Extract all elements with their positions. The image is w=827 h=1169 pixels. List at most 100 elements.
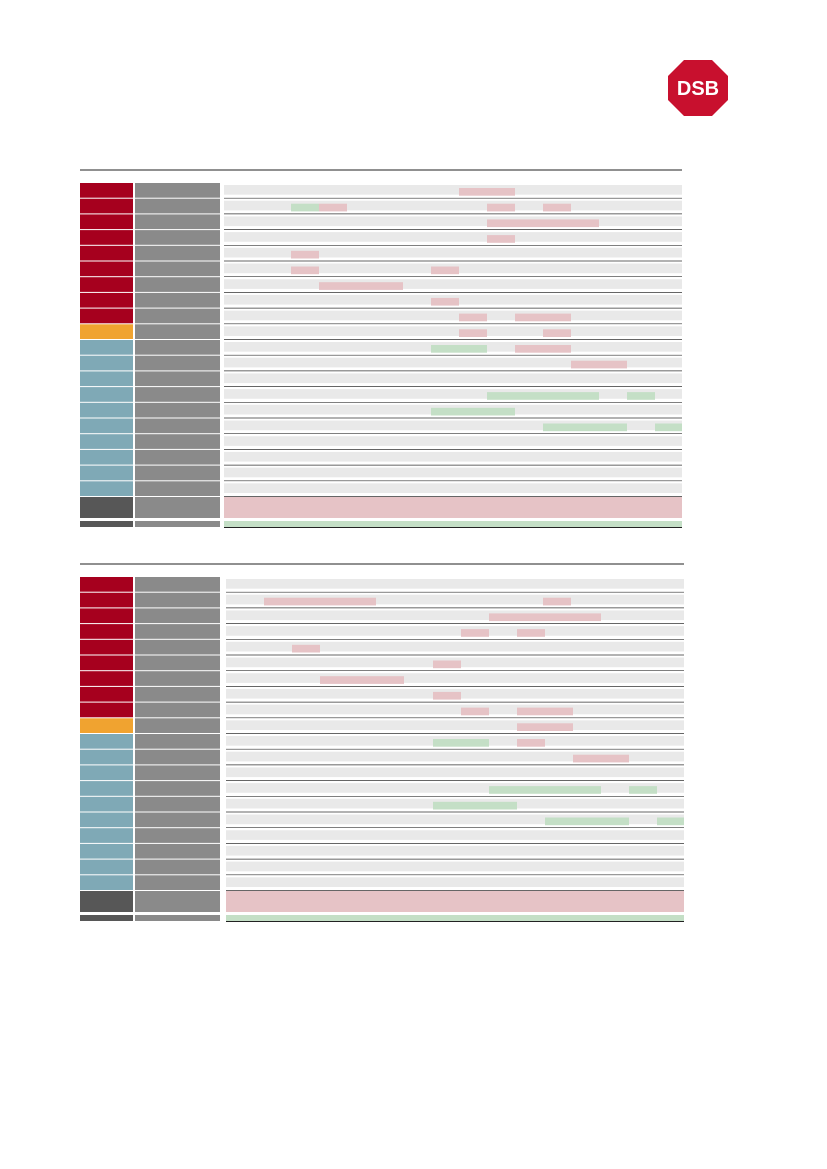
category-cell (80, 230, 133, 245)
highlight (487, 219, 599, 228)
highlight (655, 423, 682, 432)
label-cell (135, 875, 220, 890)
label-cell (135, 261, 220, 277)
category-cell (80, 624, 133, 639)
row-band (226, 845, 684, 856)
row-band (224, 451, 682, 462)
highlight (543, 329, 571, 337)
label-cell (135, 449, 220, 465)
label-cell (135, 245, 220, 261)
logo: DSB (668, 60, 728, 116)
row-band (224, 420, 682, 431)
highlight (320, 676, 404, 684)
label-cell (135, 639, 220, 655)
highlight (517, 739, 545, 747)
row-band (226, 579, 684, 589)
category-cell (80, 355, 133, 371)
category-cell (80, 402, 133, 418)
category-cell (80, 702, 133, 718)
highlight (433, 801, 517, 810)
category-cell (80, 183, 133, 198)
highlight (517, 707, 573, 716)
row-band (226, 751, 684, 762)
highlight (489, 786, 601, 794)
category-cell (80, 434, 133, 449)
label-cell (135, 812, 220, 828)
highlight (431, 266, 459, 275)
highlight (433, 660, 461, 669)
category-cell (80, 465, 133, 481)
label-cell (135, 702, 220, 718)
category-cell (80, 749, 133, 765)
highlight (571, 360, 627, 369)
highlight (461, 629, 489, 637)
highlight (291, 203, 319, 212)
category-cell (80, 608, 133, 624)
label-cell (135, 608, 220, 624)
row-band (224, 373, 682, 384)
category-cell (80, 592, 133, 608)
label-cell (135, 828, 220, 843)
highlight (459, 329, 487, 337)
label-cell (135, 402, 220, 418)
row-band (226, 814, 684, 825)
label-cell (135, 843, 220, 859)
highlight (487, 203, 515, 212)
label-cell (135, 592, 220, 608)
highlight (543, 203, 571, 212)
label-cell (135, 214, 220, 230)
label-cell (135, 655, 220, 671)
highlight (487, 235, 515, 243)
row-band (226, 861, 684, 872)
label-cell (135, 230, 220, 245)
row-band (224, 279, 682, 289)
total-band (224, 521, 682, 527)
row-band (226, 830, 684, 840)
label-cell (135, 891, 220, 912)
row-band (226, 610, 684, 621)
category-cell (80, 891, 133, 912)
row-band (224, 326, 682, 336)
category-cell (80, 812, 133, 828)
label-cell (135, 915, 220, 921)
highlight (433, 739, 489, 747)
highlight (543, 597, 571, 606)
label-cell (135, 765, 220, 781)
label-cell (135, 796, 220, 812)
row-band (224, 216, 682, 227)
label-cell (135, 355, 220, 371)
category-cell (80, 718, 133, 733)
highlight (627, 392, 655, 400)
label-cell (135, 481, 220, 496)
highlight (515, 313, 571, 322)
highlight (545, 817, 629, 826)
label-cell (135, 418, 220, 434)
category-cell (80, 245, 133, 261)
category-cell (80, 577, 133, 592)
label-cell (135, 859, 220, 875)
total-band (226, 915, 684, 921)
row-band (224, 232, 682, 242)
category-cell (80, 449, 133, 465)
label-cell (135, 324, 220, 339)
category-cell (80, 781, 133, 796)
category-cell (80, 915, 133, 921)
category-cell (80, 292, 133, 308)
row-band (226, 767, 684, 778)
category-cell (80, 655, 133, 671)
highlight (292, 644, 320, 653)
row-band (224, 200, 682, 211)
label-cell (135, 671, 220, 686)
category-cell (80, 843, 133, 859)
logo-shape (668, 60, 728, 116)
label-cell (135, 198, 220, 214)
label-cell (135, 497, 220, 518)
row-band (224, 467, 682, 478)
row-band (224, 357, 682, 368)
highlight (264, 597, 376, 606)
highlight (319, 203, 347, 212)
label-cell (135, 718, 220, 733)
label-cell (135, 624, 220, 639)
label-cell (135, 749, 220, 765)
